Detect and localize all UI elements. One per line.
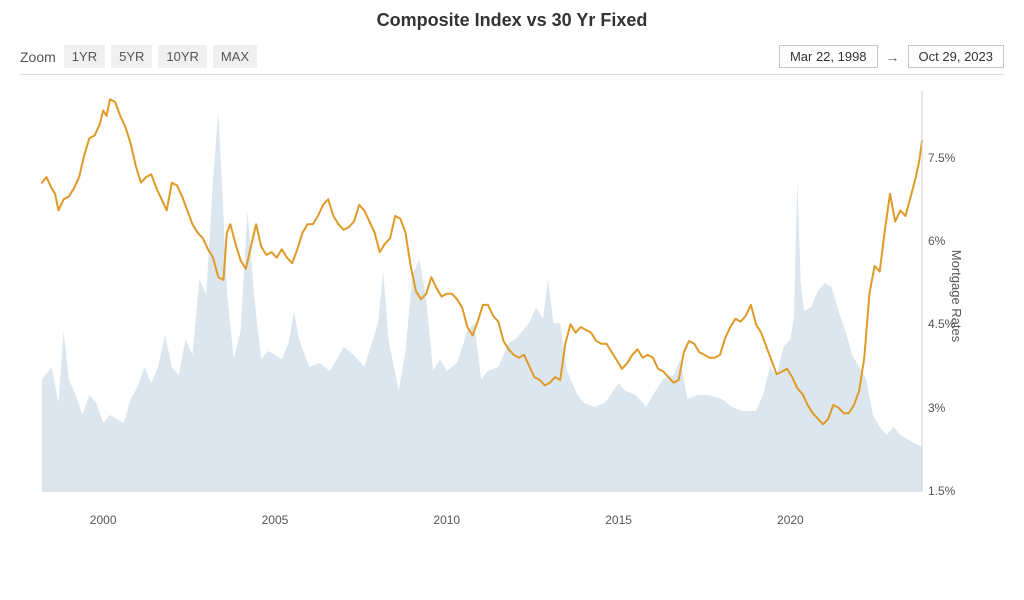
zoom-label: Zoom xyxy=(20,49,56,65)
x-tick-label: 2015 xyxy=(605,513,632,527)
zoom-group: Zoom 1YR 5YR 10YR MAX xyxy=(20,45,257,68)
plot-area[interactable]: 1.5%3%4.5%6%7.5% 20002005201020152020 Mo… xyxy=(32,81,992,511)
y-tick-label: 3% xyxy=(928,401,945,415)
header-divider xyxy=(20,74,1004,75)
chart-title: Composite Index vs 30 Yr Fixed xyxy=(20,10,1004,31)
chart-container: Composite Index vs 30 Yr Fixed Zoom 1YR … xyxy=(0,10,1024,600)
x-tick-label: 2000 xyxy=(90,513,117,527)
chart-svg xyxy=(32,81,992,511)
date-to-input[interactable]: Oct 29, 2023 xyxy=(908,45,1004,68)
y-tick-label: 6% xyxy=(928,234,945,248)
controls-row: Zoom 1YR 5YR 10YR MAX Mar 22, 1998 → Oct… xyxy=(20,45,1004,68)
date-range-group: Mar 22, 1998 → Oct 29, 2023 xyxy=(779,45,1004,68)
x-tick-label: 2010 xyxy=(433,513,460,527)
y-tick-label: 7.5% xyxy=(928,151,955,165)
x-tick-label: 2005 xyxy=(262,513,289,527)
x-tick-label: 2020 xyxy=(777,513,804,527)
zoom-10yr-button[interactable]: 10YR xyxy=(158,45,207,68)
y-tick-label: 1.5% xyxy=(928,484,955,498)
zoom-max-button[interactable]: MAX xyxy=(213,45,257,68)
x-axis-tick-labels: 2000 2005 2010 2015 2020 xyxy=(32,513,992,533)
zoom-1yr-button[interactable]: 1YR xyxy=(64,45,105,68)
zoom-5yr-button[interactable]: 5YR xyxy=(111,45,152,68)
arrow-icon: → xyxy=(886,49,900,65)
y-axis-label: Mortgage Rates xyxy=(948,250,963,343)
date-from-input[interactable]: Mar 22, 1998 xyxy=(779,45,878,68)
